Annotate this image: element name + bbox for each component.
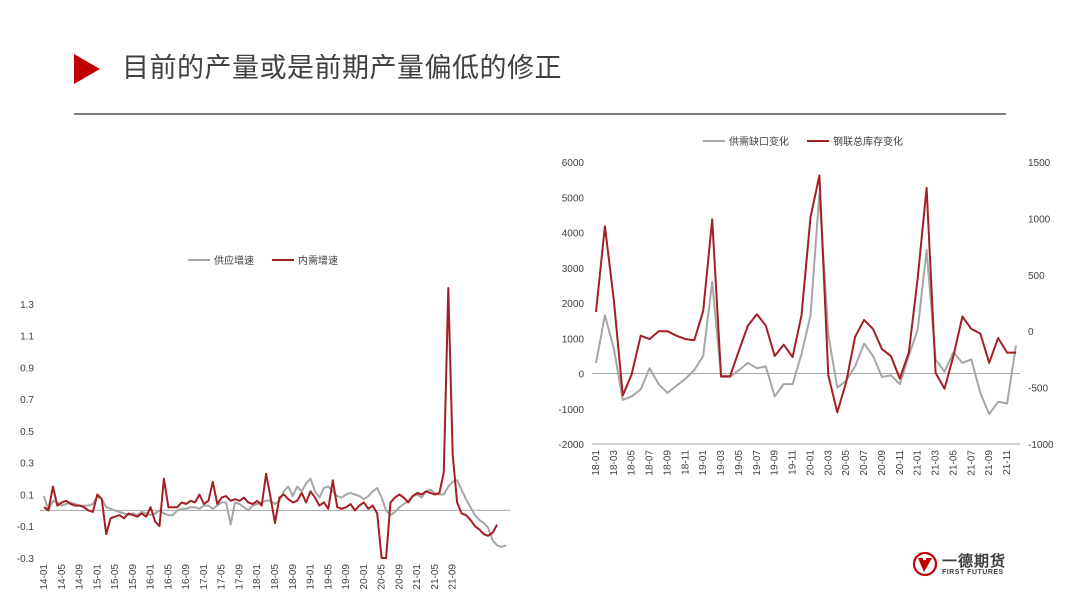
x-tick-label: 18-07 xyxy=(645,450,656,476)
x-tick-label: 18-05 xyxy=(627,450,638,476)
x-tick-label: 14-09 xyxy=(75,564,86,590)
series-line-total-inventory-change xyxy=(595,174,1016,414)
legend-label: 钢联总库存变化 xyxy=(833,135,903,148)
x-tick-label: 14-05 xyxy=(57,564,68,590)
y-tick-label-left: 3000 xyxy=(562,264,585,275)
x-tick-label: 20-11 xyxy=(895,450,906,475)
x-tick-label: 15-01 xyxy=(92,564,103,590)
company-logo: 一德期货 FIRST FUTURES xyxy=(912,548,1022,584)
y-tick-label-right: -500 xyxy=(1028,384,1048,395)
x-axis: 14-01 14-05 14-09 15-01 15-05 15-09 16-01 16-05… xyxy=(39,509,510,590)
x-tick-label: 18-05 xyxy=(270,564,281,590)
y-tick-label-left: -2000 xyxy=(558,440,584,451)
x-tick-label: 19-05 xyxy=(323,564,334,590)
x-tick-label: 18-11 xyxy=(680,450,691,475)
y-tick-label-left: 2000 xyxy=(562,299,585,310)
x-tick-label: 19-11 xyxy=(788,450,799,475)
series-line-supply-growth xyxy=(43,477,507,548)
title-arrow-icon xyxy=(74,54,100,84)
x-tick-label: 21-03 xyxy=(931,450,942,476)
x-tick-label: 17-09 xyxy=(234,564,245,590)
y-tick-label-right: 0 xyxy=(1028,327,1034,338)
y-tick-label: 1.1 xyxy=(20,332,34,343)
y-axis-right: 1500 1000 500 0 -500 -1000 xyxy=(1028,158,1054,451)
y-tick-label: 0.1 xyxy=(20,490,34,501)
x-tick-label: 16-09 xyxy=(181,564,192,590)
x-tick-label: 20-05 xyxy=(377,564,388,590)
chart-legend: 供应增速 内需增速 xyxy=(188,254,338,267)
x-tick-label: 15-05 xyxy=(110,564,121,590)
x-tick-label: 20-01 xyxy=(805,450,816,476)
y-tick-label: 0.5 xyxy=(20,427,34,438)
gap-inventory-change-chart: 供需缺口变化 钢联总库存变化 6000500040003000200010000-… xyxy=(558,135,1054,476)
x-tick-label: 20-09 xyxy=(394,564,405,590)
x-tick-label: 19-05 xyxy=(734,450,745,476)
logo-subtitle: FIRST FUTURES xyxy=(942,569,1004,576)
x-tick-label: 20-05 xyxy=(841,450,852,476)
x-tick-label: 18-09 xyxy=(662,450,673,476)
x-tick-label: 20-07 xyxy=(859,450,870,476)
x-tick-label: 18-03 xyxy=(609,450,620,476)
x-tick-label: 19-09 xyxy=(770,450,781,476)
x-tick-label: 21-09 xyxy=(448,564,459,590)
y-axis-left: 6000 5000 4000 3000 2000 1000 0 -1000 -2000 xyxy=(558,158,584,451)
y-tick-label-left: 1000 xyxy=(562,334,585,345)
x-tick-label: 20-03 xyxy=(823,450,834,476)
x-tick-label: 19-01 xyxy=(698,450,709,476)
y-tick-label-left: 5000 xyxy=(562,193,585,204)
x-tick-label: 18-09 xyxy=(288,564,299,590)
y-tick-label: -0.1 xyxy=(17,522,35,533)
y-tick-label: 0.3 xyxy=(20,459,34,470)
x-axis: 18-01 18-03 18-05 18-07 18-09 18-11 19-01 19-03… xyxy=(591,373,1020,476)
x-tick-label: 21-11 xyxy=(1002,450,1013,475)
y-tick-label: 1.3 xyxy=(20,300,34,311)
logo-name: 一德期货 xyxy=(942,552,1007,570)
legend-label: 供需缺口变化 xyxy=(729,135,789,148)
y-tick-label-right: 1500 xyxy=(1028,158,1051,169)
title-divider xyxy=(74,113,1006,115)
x-tick-label: 20-01 xyxy=(359,564,370,590)
series-line-demand-growth xyxy=(43,287,498,559)
series-group xyxy=(43,287,507,559)
x-tick-label: 16-05 xyxy=(163,564,174,590)
legend-label: 内需增速 xyxy=(298,254,338,267)
x-tick-label: 18-01 xyxy=(591,450,602,476)
x-tick-label: 21-01 xyxy=(913,450,924,476)
series-line-supply-demand-gap xyxy=(595,192,1017,415)
x-tick-label: 19-03 xyxy=(716,450,727,476)
x-tick-label: 14-01 xyxy=(39,564,50,590)
chart-legend: 供需缺口变化 钢联总库存变化 xyxy=(703,135,903,148)
x-tick-label: 21-05 xyxy=(948,450,959,476)
y-tick-label-right: 500 xyxy=(1028,271,1045,282)
series-group xyxy=(595,174,1017,415)
y-tick-label-left: -1000 xyxy=(558,405,584,416)
x-tick-label: 17-01 xyxy=(199,564,210,590)
first-futures-logo-icon xyxy=(912,551,938,577)
y-tick-label: 0.7 xyxy=(20,395,34,406)
supply-demand-growth-chart: 供应增速 内需增速 1.3 1.1 0.9 0.7 0.5 0.3 0.1 -0.1 -0.3 1… xyxy=(17,254,510,590)
y-tick-label: -0.3 xyxy=(17,554,35,565)
x-tick-label: 19-07 xyxy=(752,450,763,476)
x-tick-label: 21-07 xyxy=(966,450,977,476)
y-tick-label-left: 0 xyxy=(578,370,584,381)
y-tick-label-left: 6000 xyxy=(562,158,585,169)
x-tick-label: 17-05 xyxy=(217,564,228,590)
x-tick-label: 21-05 xyxy=(430,564,441,590)
page-title: 目前的产量或是前期产量偏低的修正 xyxy=(122,53,562,84)
y-tick-label-right: -1000 xyxy=(1028,440,1054,451)
x-tick-label: 16-01 xyxy=(146,564,157,590)
y-tick-label-right: 1000 xyxy=(1028,214,1051,225)
x-tick-label: 15-09 xyxy=(128,564,139,590)
legend-label: 供应增速 xyxy=(214,254,254,267)
x-tick-label: 19-01 xyxy=(306,564,317,590)
x-tick-label: 20-09 xyxy=(877,450,888,476)
x-tick-label: 21-09 xyxy=(984,450,995,476)
x-tick-label: 21-01 xyxy=(412,564,423,590)
y-tick-label-left: 4000 xyxy=(562,229,585,240)
x-tick-label: 18-01 xyxy=(252,564,263,590)
y-tick-label: 0.9 xyxy=(20,363,34,374)
x-tick-label: 19-09 xyxy=(341,564,352,590)
y-axis: 1.3 1.1 0.9 0.7 0.5 0.3 0.1 -0.1 -0.3 xyxy=(17,300,35,565)
